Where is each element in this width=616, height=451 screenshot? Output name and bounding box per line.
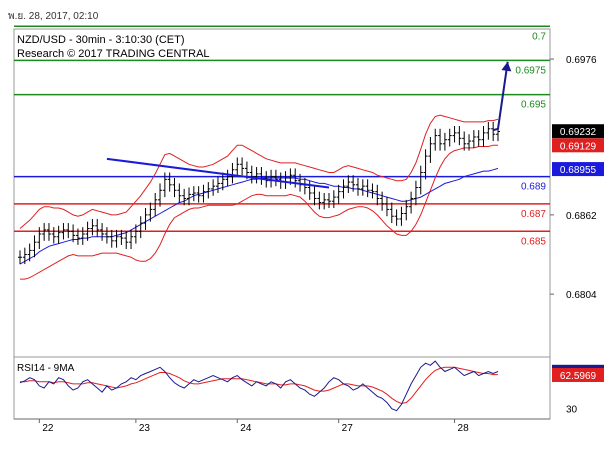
trendline	[106, 157, 330, 189]
price-plot-area	[13, 28, 551, 358]
chart-title: NZD/USD - 30min - 3:10:30 (CET)	[17, 34, 184, 46]
rsi-ma-value-tag-box	[552, 367, 604, 382]
rsi-tick-label: 30	[566, 405, 578, 416]
price-tags: 0.6976 0.6862 0.6804 0.69232 0.69129 0.68955	[550, 55, 604, 301]
ma-price-tag-box	[552, 162, 604, 177]
x-tick-label: 27	[342, 423, 354, 434]
level-label: 0.7	[532, 31, 546, 42]
rsi-lines: 3065.671162.5969	[19, 360, 604, 416]
trendlines	[106, 61, 512, 189]
forecast-arrow-line	[492, 61, 509, 132]
levels: 0.7 0.6975 0.695 0.689 0.687 0.685	[14, 25, 550, 247]
x-tick-label: 23	[139, 423, 151, 434]
rsi-plot-area	[13, 356, 551, 420]
secondary-price-tag: 0.69129	[560, 141, 597, 152]
level-label: 0.689	[521, 182, 546, 193]
level-label: 0.695	[521, 100, 546, 111]
x-ticks: 22 23 24 27 28	[38, 419, 470, 434]
rsi-ma-line	[20, 366, 498, 405]
current-price-tag-box	[552, 124, 604, 139]
current-price-tag: 0.69232	[560, 127, 597, 138]
forecast-arrow-head	[501, 61, 512, 72]
price-tick-label: 0.6862	[566, 211, 597, 222]
level-label: 0.685	[521, 236, 546, 247]
price-bars	[18, 121, 500, 265]
x-tick-label: 24	[240, 423, 252, 434]
level-label: 0.6975	[515, 65, 546, 76]
price-tick-label: 0.6804	[566, 290, 597, 301]
x-tick-label: 28	[458, 423, 470, 434]
rsi-ma-value-tag: 62.5969	[560, 371, 597, 382]
ma-price-tag: 0.68955	[560, 165, 597, 176]
timestamp: พ.ย. 28, 2017, 02:10	[8, 11, 99, 22]
price-tick-label: 0.6976	[566, 55, 597, 66]
x-tick-label: 22	[42, 423, 54, 434]
rsi-line	[19, 360, 499, 412]
bollinger-lower-line	[20, 144, 498, 280]
chart-subtitle: Research © 2017 TRADING CENTRAL	[17, 48, 210, 60]
secondary-price-tag-box	[552, 138, 604, 153]
bollinger-upper-line	[19, 114, 499, 229]
level-label: 0.687	[521, 209, 546, 220]
rsi-label: RSI14 - 9MA	[17, 363, 75, 374]
